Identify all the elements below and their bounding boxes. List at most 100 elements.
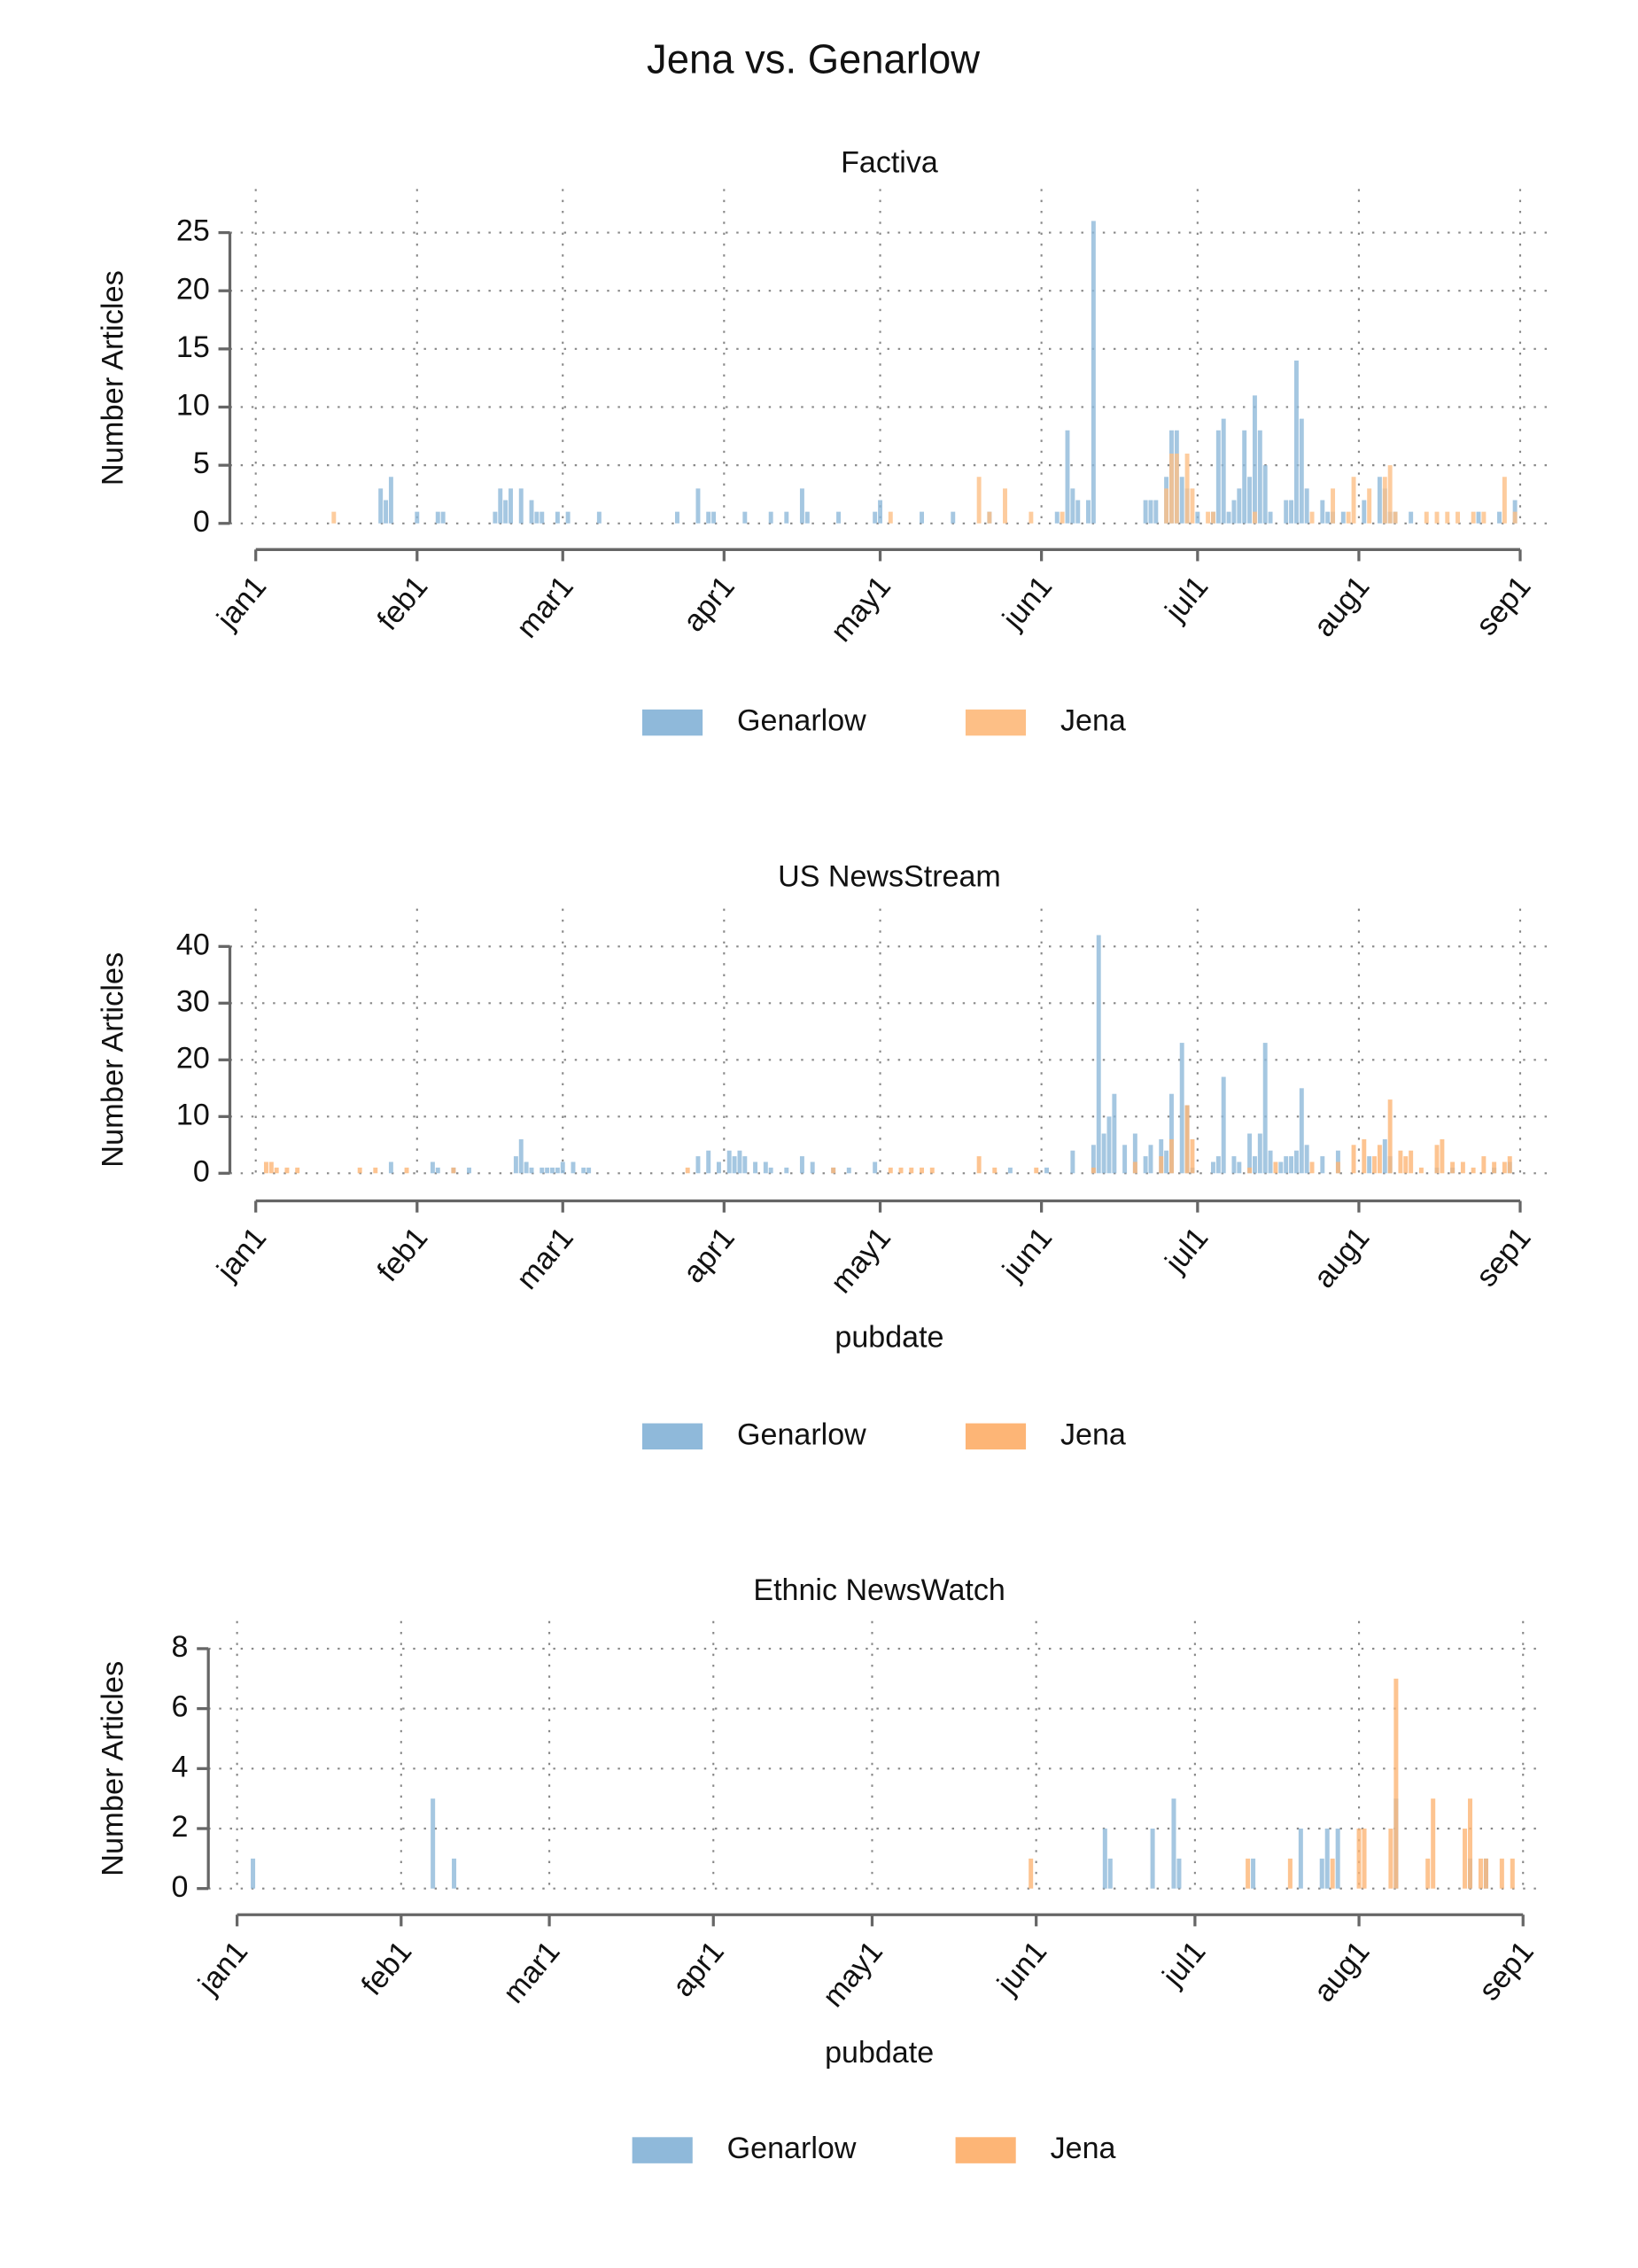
y-tick-label: 30 xyxy=(176,984,210,1018)
bar xyxy=(1143,1156,1148,1174)
bar xyxy=(404,1167,409,1174)
bar xyxy=(763,1161,768,1174)
bar xyxy=(784,511,789,524)
bar xyxy=(836,511,842,524)
y-tick-label: 20 xyxy=(176,1041,210,1075)
y-tick-label: 5 xyxy=(193,447,210,480)
bar xyxy=(503,500,508,524)
bar xyxy=(581,1167,586,1174)
bar xyxy=(388,1161,393,1174)
x-tick-label: jan1 xyxy=(191,1935,254,2001)
bar xyxy=(1340,511,1346,524)
bar xyxy=(1471,511,1476,524)
bar xyxy=(1499,1858,1504,1889)
bar xyxy=(1247,477,1253,524)
bar xyxy=(1122,1145,1128,1174)
bar xyxy=(1179,1043,1184,1174)
y-tick-label: 6 xyxy=(172,1690,189,1724)
bar xyxy=(1221,1076,1226,1174)
bar xyxy=(1257,430,1262,524)
bar xyxy=(1377,477,1382,524)
bar xyxy=(1456,511,1460,524)
bar xyxy=(753,1161,758,1174)
x-tick-label: jun1 xyxy=(990,1935,1053,2001)
bar xyxy=(1195,511,1200,524)
bar xyxy=(1387,465,1393,524)
bar xyxy=(513,1156,518,1174)
bar xyxy=(675,511,679,524)
bar xyxy=(888,1167,893,1174)
bar xyxy=(1007,1167,1013,1174)
bar xyxy=(571,1161,576,1174)
bar xyxy=(1159,1156,1164,1174)
bar xyxy=(1237,488,1242,524)
bar xyxy=(1226,511,1231,524)
bar xyxy=(550,1167,555,1174)
bar xyxy=(1143,500,1148,524)
bar xyxy=(1304,488,1309,524)
bar xyxy=(1362,1829,1367,1889)
bar xyxy=(1107,1858,1113,1889)
bar xyxy=(1221,418,1226,524)
bar xyxy=(1101,1133,1106,1174)
x-tick-label: sep1 xyxy=(1470,570,1537,642)
legend-swatch xyxy=(955,2137,1016,2163)
bar xyxy=(555,1167,560,1174)
bar xyxy=(1247,1167,1253,1174)
bar xyxy=(1168,1093,1174,1174)
bar xyxy=(831,1167,836,1174)
bar xyxy=(1362,1138,1367,1174)
bar xyxy=(1497,511,1502,524)
bar xyxy=(1164,488,1169,524)
bar xyxy=(1003,488,1007,524)
bar xyxy=(1168,1138,1174,1174)
bar xyxy=(545,1167,550,1174)
bar xyxy=(1289,500,1294,524)
bar xyxy=(529,500,534,524)
bar xyxy=(1351,477,1356,524)
bar xyxy=(1425,1858,1431,1889)
bar xyxy=(1483,1858,1488,1889)
bar xyxy=(1231,1156,1237,1174)
bar xyxy=(1320,500,1325,524)
panel: Factiva Number Articles 0 5 10 15 20 25 jan1 feb1… xyxy=(97,145,1549,738)
y-axis-label: Number Articles xyxy=(97,270,130,485)
bar xyxy=(430,1161,435,1174)
legend-label: Genarlow xyxy=(737,704,866,738)
bar xyxy=(1481,1156,1487,1174)
bar xyxy=(1070,1150,1075,1174)
y-tick-label: 10 xyxy=(176,1098,210,1131)
legend-swatch xyxy=(965,1423,1027,1450)
bar xyxy=(508,488,513,524)
bar xyxy=(1176,1858,1182,1889)
bar xyxy=(726,1150,732,1174)
bar xyxy=(1168,454,1174,524)
y-tick-label: 15 xyxy=(176,330,210,364)
y-axis-label: Number Articles xyxy=(97,952,130,1168)
panel-title: Ethnic NewsWatch xyxy=(753,1573,1005,1607)
x-tick-label: apr1 xyxy=(666,1935,731,2003)
bar xyxy=(1299,418,1304,524)
bar xyxy=(284,1167,290,1174)
bar xyxy=(435,511,440,524)
bar xyxy=(1335,1829,1340,1889)
bar xyxy=(1309,1161,1315,1174)
bar xyxy=(1478,1858,1483,1889)
bar xyxy=(737,1150,742,1174)
bar xyxy=(540,511,545,524)
x-tick-label: feb1 xyxy=(371,570,435,637)
bar xyxy=(976,477,982,524)
y-tick-label: 2 xyxy=(172,1810,189,1844)
bar xyxy=(415,511,420,524)
bar xyxy=(1502,1161,1507,1174)
bar xyxy=(1237,1161,1242,1174)
bar xyxy=(1382,477,1387,524)
bar xyxy=(742,511,748,524)
bar xyxy=(1393,511,1398,524)
x-tick-label: mar1 xyxy=(510,1221,580,1296)
bar xyxy=(1409,1150,1414,1174)
bar xyxy=(1492,1161,1497,1174)
bar xyxy=(1331,488,1336,524)
bar xyxy=(1206,511,1211,524)
